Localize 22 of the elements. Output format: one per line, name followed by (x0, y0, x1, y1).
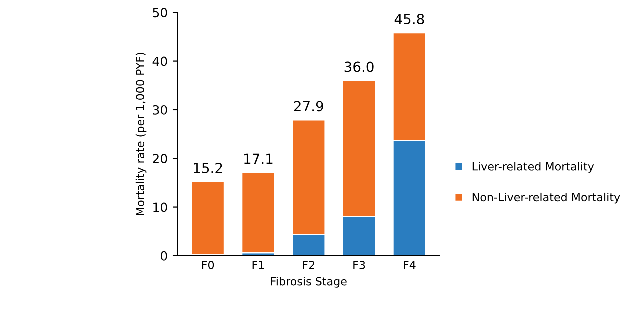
y-tick-label: 30 (153, 105, 168, 115)
bar (242, 172, 276, 254)
legend-label: Non-Liver-related Mortality (472, 192, 620, 204)
y-tick-label: 40 (152, 56, 168, 66)
total-label: 17.1 (244, 154, 273, 164)
total-label: 27.9 (294, 101, 324, 112)
y-tick-label: 20 (153, 154, 168, 164)
total-label: 36.0 (344, 62, 374, 72)
y-tick-label: 0 (160, 251, 168, 261)
x-tick-label: F2 (303, 261, 314, 270)
x-axis-title: Fibrosis Stage (271, 277, 347, 288)
total-label: 45.8 (394, 14, 424, 25)
bar (191, 181, 226, 256)
x-tick-label: F0 (202, 261, 214, 270)
x-tick-label: F4 (404, 261, 416, 270)
y-tick-label: 10 (154, 202, 168, 212)
y-tick-label: 50 (153, 8, 168, 18)
x-tick-label: F1 (252, 261, 264, 270)
x-tick-label: F3 (354, 261, 366, 270)
total-label: 15.2 (194, 162, 222, 174)
legend-label: Liver-related Mortality (472, 162, 594, 173)
y-axis-title: Mortality rate (per 1,000 PYF) (136, 53, 147, 216)
